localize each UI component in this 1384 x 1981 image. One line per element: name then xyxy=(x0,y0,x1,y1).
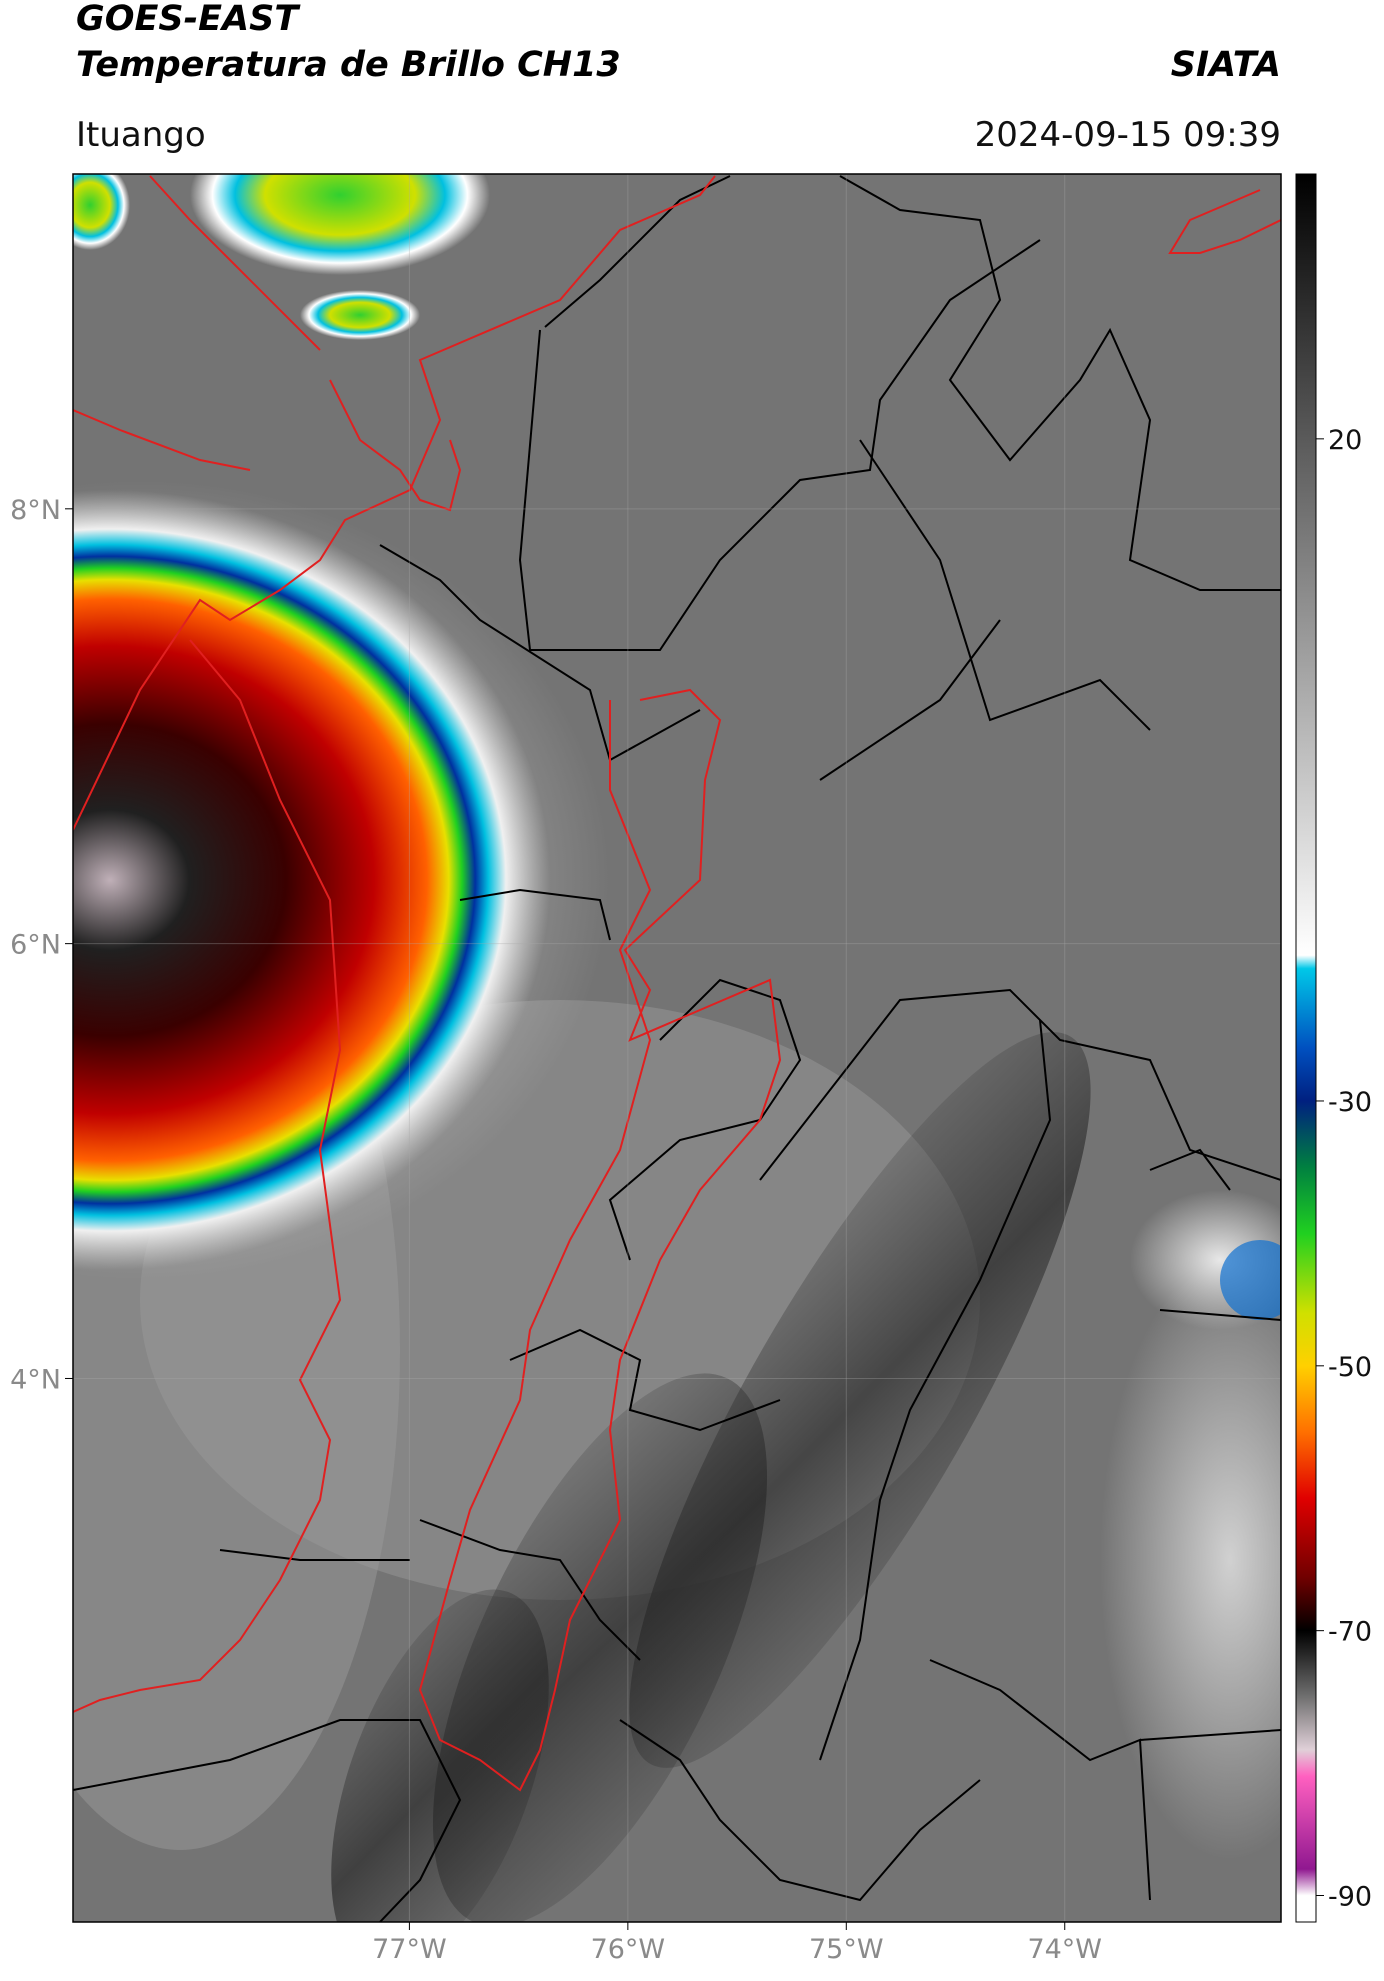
x-tick-label: 76°W xyxy=(591,1934,666,1965)
x-tick-label: 74°W xyxy=(1027,1934,1102,1965)
colorbar xyxy=(1295,173,1317,1923)
axes: 77°W 76°W 75°W 74°W 8°N 6°N 4°N 20 -30 -50 -70 -90 xyxy=(10,173,1372,1965)
y-tick-label: 4°N xyxy=(10,1364,61,1395)
satellite-image xyxy=(73,174,1281,1922)
colorbar-tick-label: -50 xyxy=(1328,1352,1372,1383)
source: SIATA xyxy=(1171,45,1281,85)
y-tick-label: 8°N xyxy=(10,495,61,526)
title: GOES-EAST xyxy=(76,0,301,39)
region: Ituango xyxy=(76,115,206,155)
colorbar-tick-label: 20 xyxy=(1328,425,1362,456)
colorbar-tick-label: -70 xyxy=(1328,1617,1372,1648)
x-tick-label: 75°W xyxy=(809,1934,884,1965)
map-frame xyxy=(72,173,1282,1923)
colorbar-tick-label: -90 xyxy=(1328,1882,1372,1913)
subtitle: Temperatura de Brillo CH13 xyxy=(76,45,621,85)
x-tick-label: 77°W xyxy=(372,1934,447,1965)
colorbar-tick-label: -30 xyxy=(1328,1087,1372,1118)
timestamp: 2024-09-15 09:39 xyxy=(975,115,1281,155)
y-tick-label: 6°N xyxy=(10,930,61,961)
